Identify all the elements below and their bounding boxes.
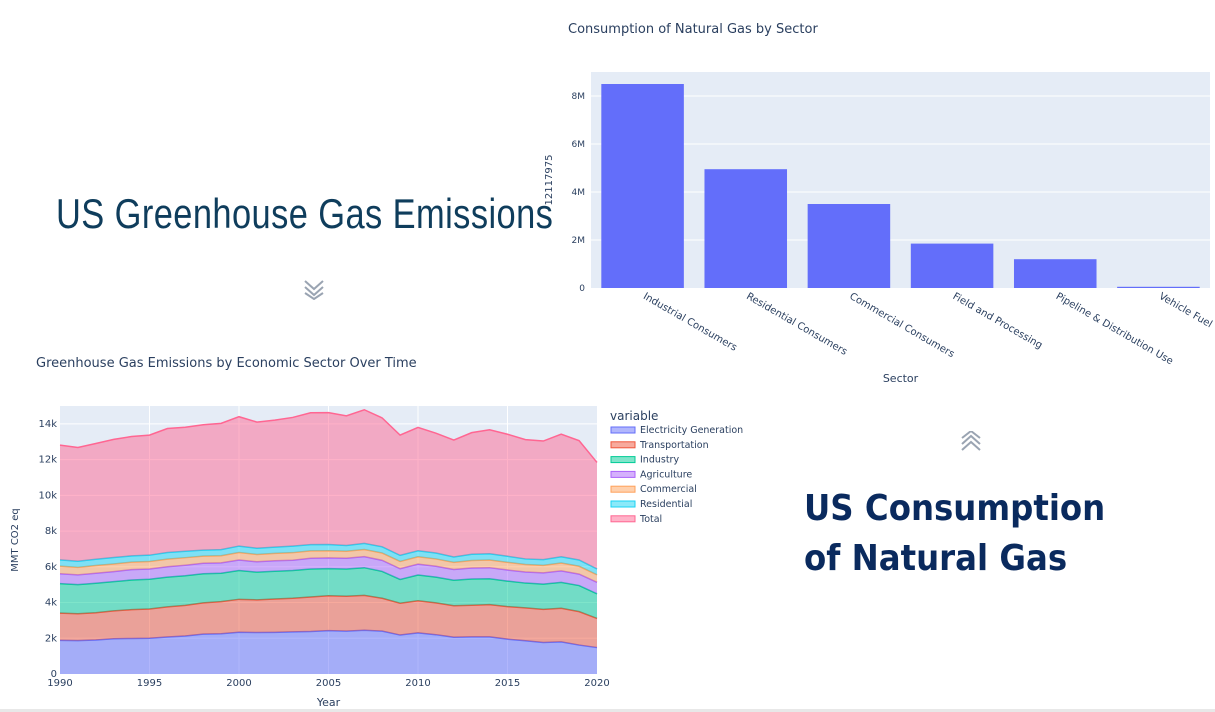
area-chart-container: Greenhouse Gas Emissions by Economic Sec…: [0, 340, 760, 710]
bar-xtick-label: Vehicle Fuel: [1157, 291, 1214, 330]
legend-entry: Residential: [640, 499, 692, 510]
area-ytick-label: 6k: [45, 562, 57, 573]
legend-entry: Transportation: [639, 440, 709, 451]
area-xtick-label: 2020: [584, 678, 609, 689]
area-series-line: [59, 408, 598, 463]
area-series-line: [59, 542, 598, 570]
area-ytick-label: 8k: [45, 526, 57, 537]
bar: [910, 243, 994, 288]
area-xtick-label: 1990: [47, 678, 72, 689]
legend-swatch: [610, 515, 636, 523]
area-ytick-label: 10k: [38, 490, 57, 501]
area-xtick-label: 2015: [495, 678, 520, 689]
area-series-fill: [60, 595, 597, 648]
area-chart-title: Greenhouse Gas Emissions by Economic Sec…: [36, 356, 417, 371]
bar-chart-container: Consumption of Natural Gas by Sector 0 2M…: [535, 0, 1215, 395]
bar: [1117, 286, 1200, 288]
area-xtick-label: 2000: [226, 678, 251, 689]
area-series-fill: [60, 556, 597, 594]
divider: [0, 709, 1215, 712]
legend-entry: Total: [639, 514, 662, 525]
legend-swatch: [610, 470, 636, 478]
area-y-axis-label: MMT CO2 eq: [10, 508, 21, 571]
bar: [601, 84, 684, 288]
headline-consumption-line2: of Natural Gas: [804, 538, 1068, 579]
bar-ytick-label: 6M: [572, 140, 586, 150]
chevron-up-icon[interactable]: [959, 429, 983, 453]
bar: [1013, 259, 1097, 288]
legend-title: variable: [610, 409, 658, 423]
bar-ytick-label: 0: [579, 284, 585, 294]
bar-ytick-label: 8M: [572, 92, 586, 102]
bar-ytick-label: 2M: [572, 236, 586, 246]
bar-ytick-label: 4M: [572, 188, 586, 198]
area-ytick-label: 2k: [45, 633, 57, 644]
bar-chart-title: Consumption of Natural Gas by Sector: [568, 22, 818, 37]
area-ytick-label: 14k: [38, 419, 57, 430]
area-xtick-label: 2010: [405, 678, 430, 689]
area-ytick-label: 0: [51, 669, 57, 680]
legend-swatch: [610, 441, 636, 449]
headline-consumption: US Consumption of Natural Gas: [804, 484, 1105, 584]
bar-xtick-label: Commercial Consumers: [847, 291, 956, 360]
legend-entry: Agriculture: [640, 469, 692, 480]
headline-consumption-line1: US Consumption: [804, 488, 1106, 529]
legend-entry: Industry: [640, 455, 679, 466]
area-series-fill: [60, 630, 597, 674]
area-ytick-label: 12k: [38, 455, 57, 466]
legend-swatch: [610, 500, 636, 508]
area-xtick-label: 2005: [316, 678, 341, 689]
legend-swatch: [610, 456, 636, 464]
bar: [704, 169, 788, 288]
headline-emissions: US Greenhouse Gas Emissions: [56, 190, 554, 237]
bar-xtick-label: Pipeline & Distribution Use: [1054, 291, 1175, 367]
area-chart: 0 2k 4k 6k 8k 10k 12k 14k 1990 1995 2000 2005 2010 20…: [10, 406, 743, 709]
bar-plot-area: [591, 72, 1210, 288]
legend-swatch: [610, 426, 636, 434]
bar-xtick-label: Field and Processing: [951, 291, 1045, 351]
bar-x-axis-label: Sector: [883, 372, 919, 385]
legend-entry: Commercial: [640, 484, 697, 495]
area-series-fill: [60, 549, 597, 583]
legend-entry: Electricity Generation: [640, 425, 743, 436]
chevron-down-icon[interactable]: [302, 278, 326, 301]
area-series-fill: [60, 567, 597, 619]
legend-swatch: [610, 485, 636, 493]
area-x-axis-label: Year: [316, 696, 341, 709]
area-ytick-label: 4k: [45, 598, 57, 609]
bar: [807, 204, 891, 288]
area-xtick-label: 1995: [137, 678, 162, 689]
bar-y-axis-label: 12117975: [544, 155, 555, 206]
area-series-fill: [60, 409, 597, 569]
